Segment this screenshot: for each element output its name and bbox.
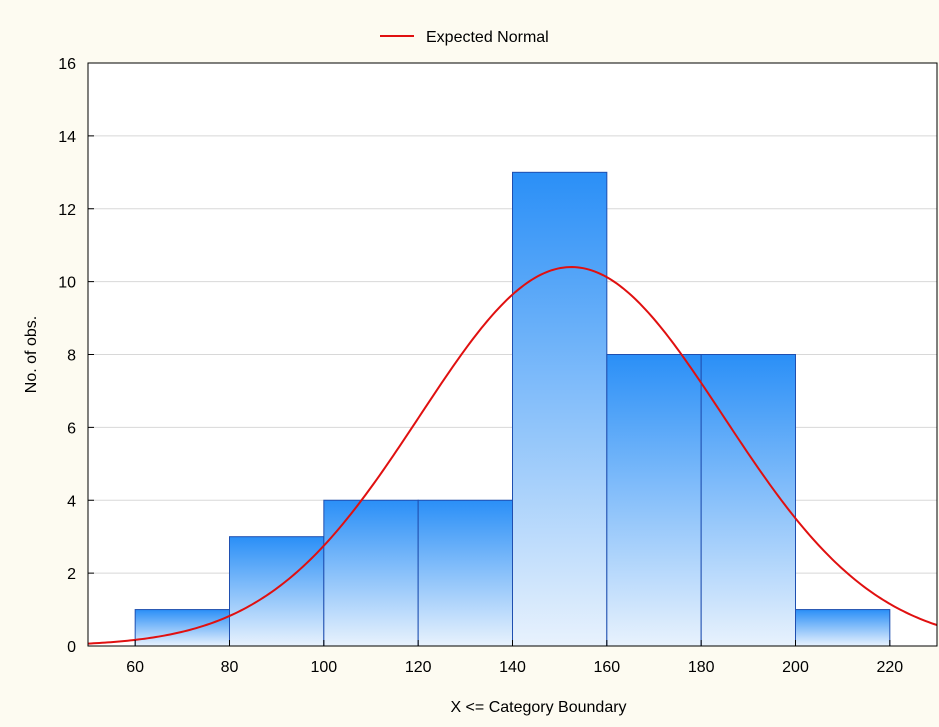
x-tick-label: 140 xyxy=(499,659,526,676)
x-tick-label: 180 xyxy=(688,659,715,676)
y-tick-label: 14 xyxy=(58,129,76,146)
y-tick-label: 10 xyxy=(58,275,76,292)
histogram-bar xyxy=(229,536,325,647)
x-tick-label: 200 xyxy=(782,659,809,676)
expected-normal-curve-layer xyxy=(87,266,938,645)
y-tick-label: 0 xyxy=(67,639,76,656)
x-tick-label: 220 xyxy=(876,659,903,676)
y-tick-label: 6 xyxy=(67,420,76,437)
x-tick-label: 60 xyxy=(126,659,144,676)
y-tick-label: 16 xyxy=(58,56,76,73)
y-axis-title: No. of obs. xyxy=(23,316,40,393)
x-axis-title: X <= Category Boundary xyxy=(450,699,626,716)
histogram-bar xyxy=(700,354,797,647)
histogram-bar xyxy=(323,499,419,647)
y-tick-label: 12 xyxy=(58,202,76,219)
y-tick-label: 8 xyxy=(67,348,76,365)
histogram-bar xyxy=(417,499,513,647)
histogram-bar xyxy=(795,609,891,647)
x-tick-label: 100 xyxy=(310,659,337,676)
x-tick-label: 120 xyxy=(405,659,432,676)
legend-label-expected-normal: Expected Normal xyxy=(426,29,549,46)
expected-normal-curve xyxy=(87,266,938,645)
axis-ticks: 60 80 100 120 140 160 180 200 220 0 2 4 6 8 10 12 14 16 xyxy=(58,56,903,676)
x-tick-label: 160 xyxy=(593,659,620,676)
legend: Expected Normal xyxy=(380,29,549,46)
y-tick-label: 4 xyxy=(67,493,76,510)
histogram-bar xyxy=(606,354,702,647)
x-tick-label: 80 xyxy=(221,659,239,676)
y-tick-label: 2 xyxy=(67,566,76,583)
histogram-bar xyxy=(512,171,608,647)
histogram-bar xyxy=(134,609,231,647)
